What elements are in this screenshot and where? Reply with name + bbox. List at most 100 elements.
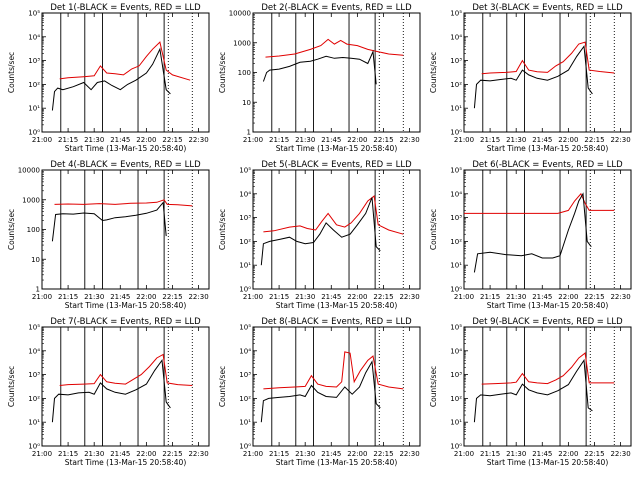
y-tick-label: 10⁴ <box>28 347 40 355</box>
y-tick-label: 10⁴ <box>450 347 462 355</box>
plot-frame <box>252 12 421 133</box>
x-tick-label: 22:30 <box>188 293 208 301</box>
y-tick-label: 10¹ <box>450 262 462 270</box>
x-tick-label: 22:30 <box>188 450 208 458</box>
x-axis-label: Start Time (13-Mar-15 20:58:40) <box>65 144 187 153</box>
x-tick-label: 21:30 <box>295 450 315 458</box>
y-tick-label: 10¹ <box>28 419 40 427</box>
detector-panel: Det 4(-BLACK = Events, RED = LLD 21:00 21:… <box>7 160 210 310</box>
y-tick-label: 10² <box>450 395 462 403</box>
x-tick-label: 21:15 <box>269 293 289 301</box>
x-tick-label: 22:30 <box>188 136 208 144</box>
x-tick-label: 22:30 <box>610 136 630 144</box>
y-axis-label: Counts/sec <box>7 52 16 93</box>
x-tick-label: 21:45 <box>321 293 341 301</box>
plot-frame <box>41 169 210 290</box>
y-tick-label: 10⁰ <box>450 129 462 137</box>
plot-frame <box>463 12 632 133</box>
y-tick-label: 100 <box>27 226 40 234</box>
panel-title: Det 3(-BLACK = Events, RED = LLD <box>472 3 623 13</box>
detector-panel: Det 7(-BLACK = Events, RED = LLD 21:00 21:… <box>7 317 210 467</box>
y-tick-label: 1 <box>36 286 40 294</box>
x-tick-label: 21:00 <box>454 136 474 144</box>
events-series-line <box>473 192 592 273</box>
y-tick-label: 10³ <box>450 371 462 379</box>
x-tick-label: 21:45 <box>110 450 130 458</box>
detector-panel: Det 3(-BLACK = Events, RED = LLD 21:00 21:… <box>429 3 632 153</box>
x-axis-label: Start Time (13-Mar-15 20:58:40) <box>276 144 398 153</box>
y-axis-label: Counts/sec <box>218 209 227 250</box>
x-axis-label: Start Time (13-Mar-15 20:58:40) <box>487 458 609 467</box>
y-tick-label: 10¹ <box>450 105 462 113</box>
x-tick-label: 21:15 <box>480 450 500 458</box>
y-tick-label: 10⁰ <box>28 129 40 137</box>
y-tick-label: 10² <box>450 81 462 89</box>
x-tick-label: 22:15 <box>162 293 182 301</box>
x-tick-label: 21:00 <box>454 450 474 458</box>
y-tick-label: 10³ <box>28 57 40 65</box>
x-tick-label: 22:30 <box>610 450 630 458</box>
x-tick-label: 21:00 <box>454 293 474 301</box>
y-tick-label: 10² <box>239 238 251 246</box>
y-tick-label: 10000 <box>229 10 251 18</box>
y-tick-label: 10 <box>242 99 251 107</box>
y-tick-label: 10¹ <box>450 419 462 427</box>
y-tick-label: 10¹ <box>239 419 251 427</box>
x-tick-label: 22:15 <box>373 136 393 144</box>
x-axis-label: Start Time (13-Mar-15 20:58:40) <box>276 458 398 467</box>
y-tick-label: 10⁵ <box>239 324 251 332</box>
x-tick-label: 22:30 <box>610 293 630 301</box>
x-tick-label: 22:15 <box>584 450 604 458</box>
y-tick-label: 10⁵ <box>450 10 462 18</box>
x-tick-label: 21:00 <box>32 450 52 458</box>
x-tick-label: 21:30 <box>295 293 315 301</box>
x-tick-label: 21:15 <box>269 136 289 144</box>
plot-frame <box>463 326 632 447</box>
plot-frame <box>252 169 421 290</box>
x-tick-label: 21:15 <box>58 450 78 458</box>
plot-frame <box>463 169 632 290</box>
plot-frame <box>41 12 210 133</box>
x-tick-label: 21:00 <box>32 293 52 301</box>
x-tick-label: 22:15 <box>162 450 182 458</box>
y-tick-label: 10⁴ <box>28 33 40 41</box>
y-tick-label: 10¹ <box>239 262 251 270</box>
x-tick-label: 22:00 <box>558 293 578 301</box>
y-tick-label: 10⁵ <box>239 167 251 175</box>
x-tick-label: 21:45 <box>110 293 130 301</box>
panel-title: Det 5(-BLACK = Events, RED = LLD <box>261 160 412 170</box>
plot-frame <box>252 326 421 447</box>
events-series-line <box>260 197 381 266</box>
x-tick-label: 21:15 <box>480 293 500 301</box>
y-axis-label: Counts/sec <box>429 366 438 407</box>
x-tick-label: 22:15 <box>584 293 604 301</box>
lld-series-line <box>54 199 193 207</box>
y-tick-label: 10⁰ <box>239 443 251 451</box>
lld-series-line <box>481 41 615 75</box>
y-axis-label: Counts/sec <box>218 52 227 93</box>
y-tick-label: 10⁵ <box>450 167 462 175</box>
y-tick-label: 10 <box>31 256 40 264</box>
panel-title: Det 1(-BLACK = Events, RED = LLD <box>50 3 201 13</box>
x-axis-label: Start Time (13-Mar-15 20:58:40) <box>487 301 609 310</box>
detector-panel: Det 9(-BLACK = Events, RED = LLD 21:00 21:… <box>429 317 632 467</box>
y-tick-label: 10000 <box>18 167 40 175</box>
x-tick-label: 21:15 <box>269 450 289 458</box>
y-tick-label: 10⁴ <box>239 347 251 355</box>
x-tick-label: 21:30 <box>506 450 526 458</box>
y-tick-label: 1 <box>247 129 251 137</box>
panel-title: Det 8(-BLACK = Events, RED = LLD <box>261 317 412 327</box>
y-tick-label: 10³ <box>450 57 462 65</box>
panel-title: Det 4(-BLACK = Events, RED = LLD <box>50 160 201 170</box>
x-tick-label: 21:45 <box>532 136 552 144</box>
x-tick-label: 22:15 <box>162 136 182 144</box>
y-axis-label: Counts/sec <box>218 366 227 407</box>
x-tick-label: 21:00 <box>32 136 52 144</box>
panel-title: Det 9(-BLACK = Events, RED = LLD <box>472 317 623 327</box>
detector-panel: Det 2(-BLACK = Events, RED = LLD 21:00 21:… <box>218 3 421 153</box>
y-tick-label: 10⁴ <box>239 190 251 198</box>
x-tick-label: 21:45 <box>110 136 130 144</box>
lld-series-line <box>481 352 615 385</box>
lld-series-line <box>265 38 404 58</box>
